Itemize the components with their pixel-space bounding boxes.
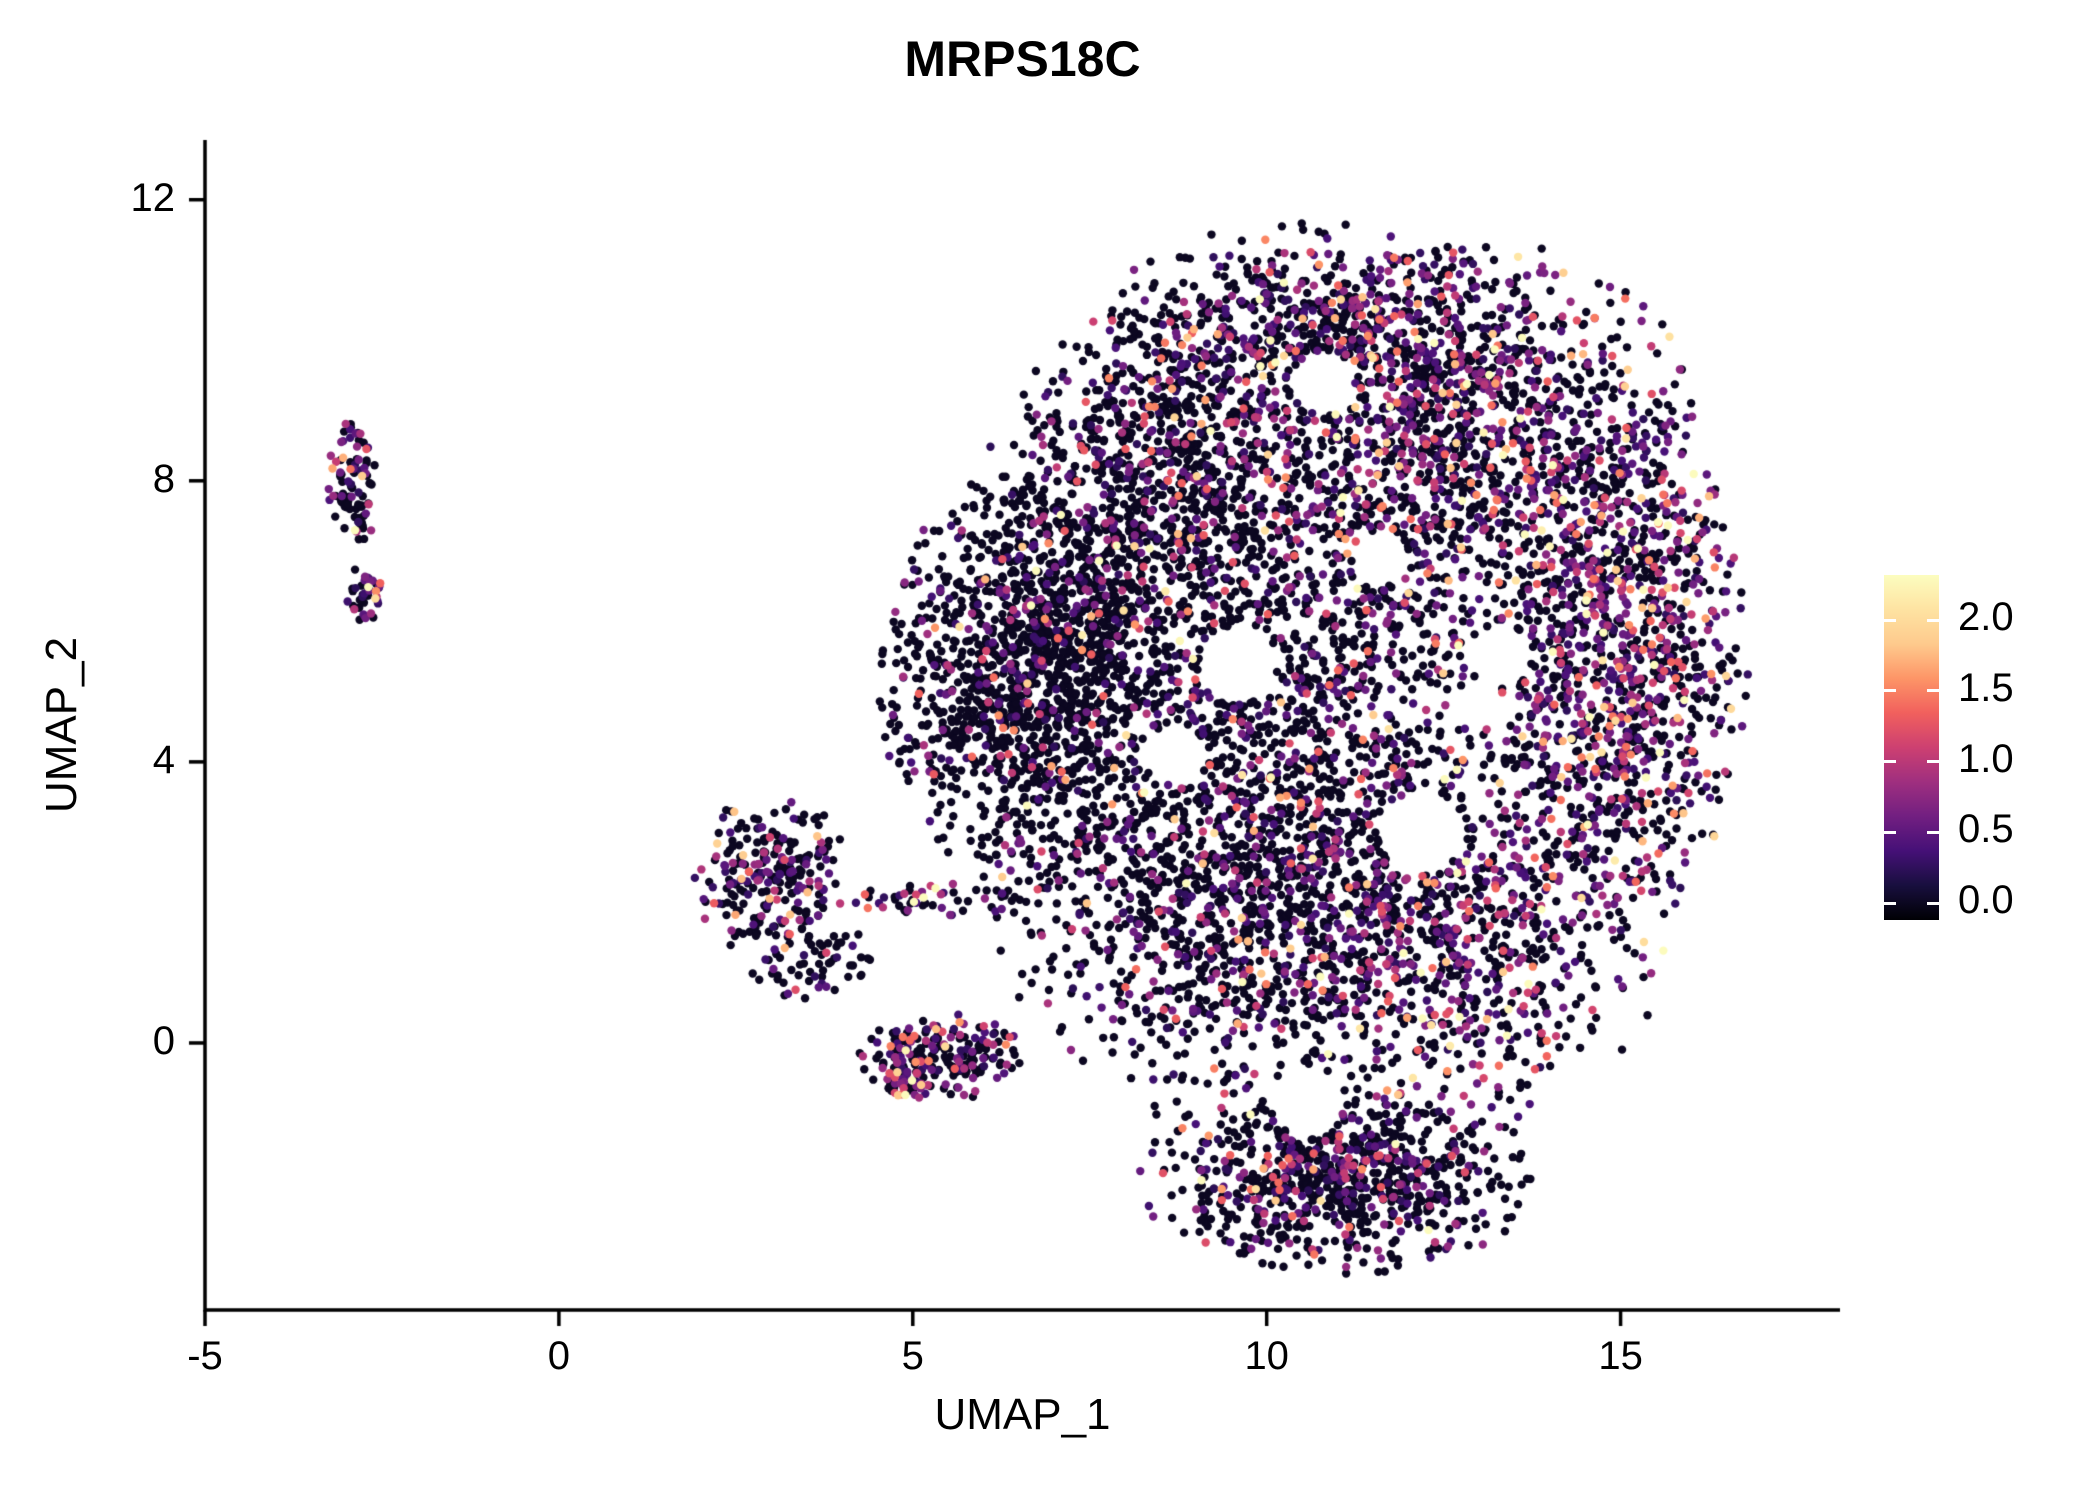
colorbar-tick-mark	[1884, 901, 1896, 905]
colorbar-tick-mark	[1927, 618, 1939, 622]
x-tick-label--5: -5	[187, 1334, 223, 1378]
colorbar-tick-mark	[1927, 689, 1939, 693]
colorbar-tick-mark	[1884, 830, 1896, 834]
y-tick-label-0: 0	[152, 1018, 175, 1063]
colorbar-tick-mark	[1927, 901, 1939, 905]
colorbar-tick-mark	[1927, 830, 1939, 834]
colorbar-tick-mark	[1884, 618, 1896, 622]
colorbar-label-1.0: 1.0	[1958, 736, 2014, 781]
y-tick-label-12: 12	[130, 175, 176, 220]
y-tick-label-4: 4	[152, 737, 175, 782]
y-axis-label: UMAP_2	[37, 636, 86, 814]
x-tick-label-15: 15	[1598, 1334, 1643, 1378]
colorbar-tick-mark	[1927, 760, 1939, 764]
x-axis-label: UMAP_1	[934, 1390, 1111, 1439]
colorbar-label-0.5: 0.5	[1958, 807, 2014, 852]
plot-title: MRPS18C	[904, 31, 1141, 87]
x-tick-label-10: 10	[1244, 1334, 1289, 1378]
colorbar-legend	[1884, 575, 1939, 920]
colorbar-label-0.0: 0.0	[1958, 878, 2014, 923]
x-tick-label-0: 0	[547, 1334, 571, 1378]
y-tick-label-8: 8	[152, 456, 175, 501]
colorbar-tick-mark	[1884, 760, 1896, 764]
colorbar-label-2.0: 2.0	[1958, 595, 2014, 640]
x-tick-label-5: 5	[901, 1334, 924, 1378]
colorbar-tick-mark	[1884, 689, 1896, 693]
colorbar-label-1.5: 1.5	[1958, 665, 2014, 710]
